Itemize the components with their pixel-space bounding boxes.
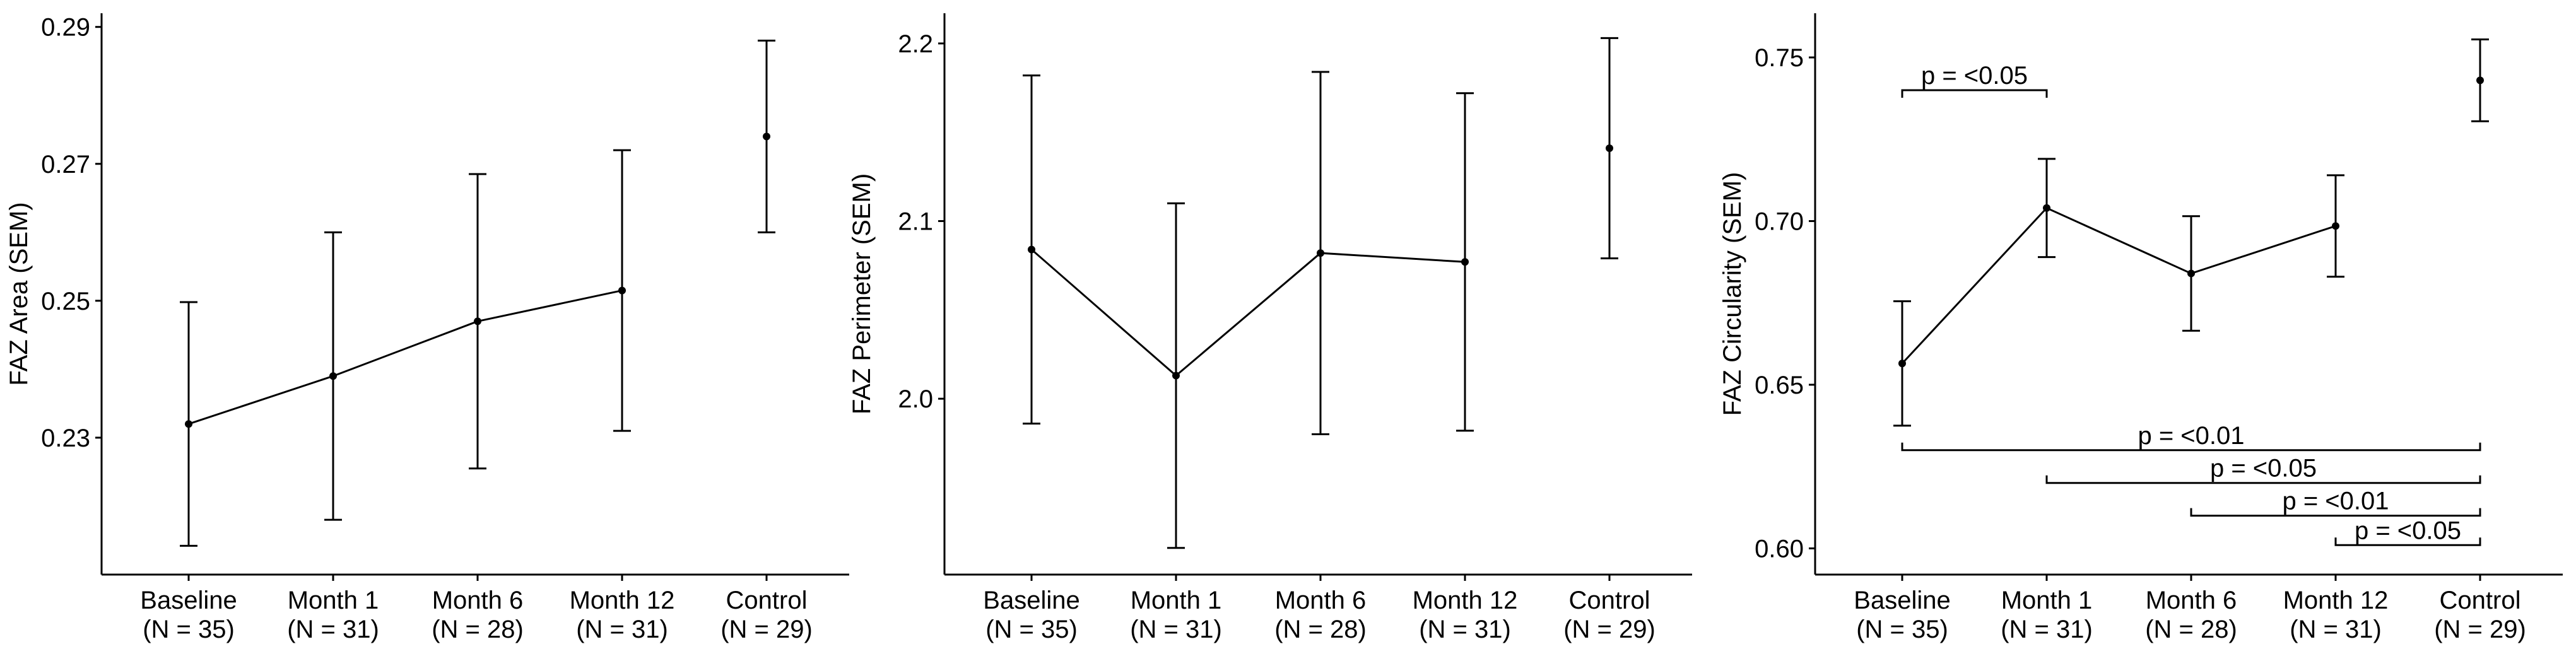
x-tick-label: Month 6: [1275, 587, 1367, 614]
y-tick-label: 0.27: [41, 151, 90, 178]
point: [1317, 249, 1324, 257]
significance-label: p = <0.01: [2282, 488, 2389, 515]
x-tick-label: Baseline: [1854, 587, 1950, 614]
point: [2332, 222, 2339, 230]
x-tick-label: Month 6: [432, 587, 524, 614]
y-tick-label: 0.23: [41, 424, 90, 452]
x-tick-sublabel: (N = 31): [2001, 616, 2093, 643]
point: [1898, 360, 1906, 368]
line: [1901, 206, 2336, 365]
x-tick-sublabel: (N = 28): [432, 616, 524, 643]
x-tick-sublabel: (N = 29): [720, 616, 813, 643]
x-tick-label: Baseline: [140, 587, 237, 614]
x-tick-label: Month 1: [1131, 587, 1222, 614]
point: [185, 420, 192, 428]
point: [329, 372, 337, 380]
y-axis-title: FAZ Perimeter (SEM): [848, 173, 876, 414]
x-tick-label: Control: [2440, 587, 2521, 614]
x-tick-sublabel: (N = 31): [287, 616, 379, 643]
y-tick-label: 2.1: [898, 208, 933, 236]
x-tick-sublabel: (N = 29): [1563, 616, 1656, 643]
point: [763, 132, 770, 141]
x-tick-sublabel: (N = 31): [2290, 616, 2382, 643]
x-tick-label: Month 1: [2001, 587, 2093, 614]
x-tick-sublabel: (N = 29): [2434, 616, 2526, 643]
y-tick-label: 0.29: [41, 14, 90, 42]
significance-bracket: [1901, 442, 2481, 452]
point: [1461, 258, 1469, 266]
point: [2043, 204, 2050, 212]
point: [474, 317, 481, 325]
point: [2476, 76, 2484, 85]
x-tick-label: Baseline: [983, 587, 1079, 614]
x-tick-sublabel: (N = 31): [1419, 616, 1511, 643]
y-tick-label: 2.0: [898, 385, 933, 413]
significance-label: p = <0.05: [2210, 455, 2317, 482]
x-tick-label: Month 1: [288, 587, 379, 614]
x-tick-sublabel: (N = 35): [143, 616, 235, 643]
x-tick-sublabel: (N = 31): [1130, 616, 1222, 643]
point: [1606, 144, 1613, 153]
y-tick-label: 0.25: [41, 288, 90, 315]
x-tick-sublabel: (N = 35): [985, 616, 1078, 643]
y-tick-label: 0.65: [1755, 371, 1804, 399]
y-tick-label: 2.2: [898, 30, 933, 58]
significance-label: p = <0.01: [2138, 422, 2244, 450]
y-tick-label: 0.70: [1755, 208, 1804, 236]
significance-bracket: [2190, 508, 2481, 517]
point: [1028, 245, 1035, 254]
x-tick-sublabel: (N = 28): [2145, 616, 2237, 643]
significance-bracket: [1901, 89, 2048, 98]
significance-label: p = <0.05: [2355, 517, 2461, 544]
y-tick-label: 0.60: [1755, 535, 1804, 563]
point: [618, 286, 626, 295]
x-tick-label: Month 12: [2283, 587, 2389, 614]
x-tick-label: Control: [1569, 587, 1650, 614]
x-tick-label: Month 12: [1413, 587, 1518, 614]
point: [2187, 269, 2195, 278]
x-tick-sublabel: (N = 28): [1274, 616, 1367, 643]
significance-bracket: [2045, 475, 2481, 484]
panel: 0.60 0.65 0.70 0.75 FAZ Circularity (SEM) Bas…: [1719, 13, 2563, 643]
line: [1031, 248, 1466, 377]
y-axis-title: FAZ Area (SEM): [5, 202, 33, 385]
x-tick-label: Month 6: [2146, 587, 2237, 614]
y-tick-label: 0.75: [1755, 44, 1804, 72]
x-tick-sublabel: (N = 35): [1856, 616, 1948, 643]
x-tick-label: Control: [726, 587, 808, 614]
y-axis-title: FAZ Circularity (SEM): [1719, 172, 1746, 416]
point: [1172, 371, 1180, 380]
significance-bracket: [2334, 537, 2481, 546]
x-tick-sublabel: (N = 31): [576, 616, 668, 643]
x-tick-label: Month 12: [570, 587, 675, 614]
line: [188, 289, 623, 425]
significance-label: p = <0.05: [1921, 62, 2028, 90]
